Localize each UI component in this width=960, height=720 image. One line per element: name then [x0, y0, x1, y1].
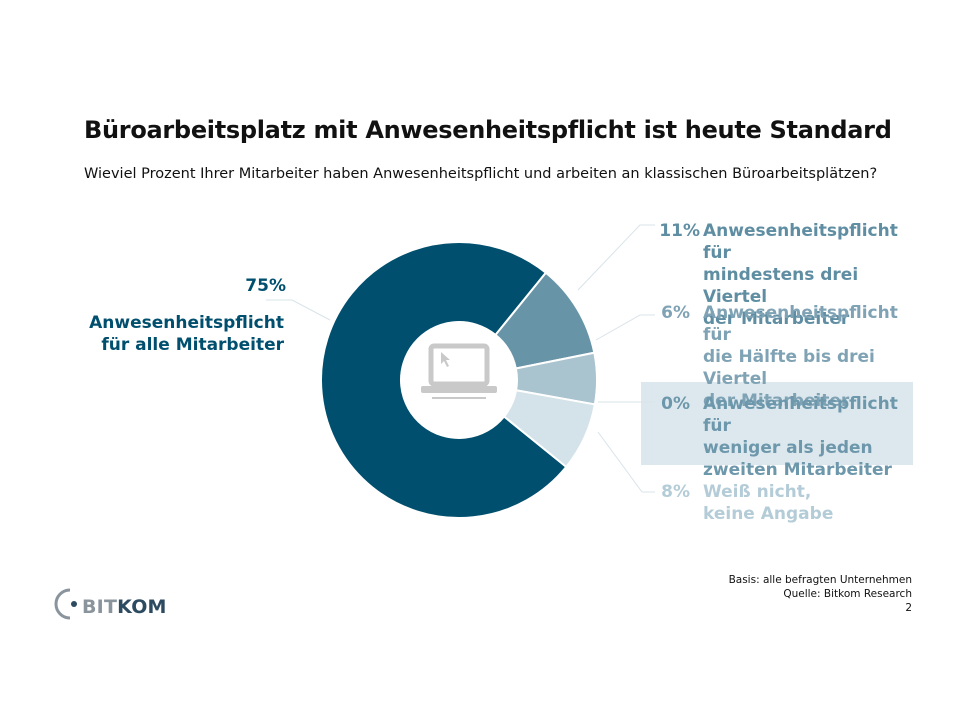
slice-percent-3: 0%	[661, 394, 690, 414]
footer-source: Quelle: Bitkom Research	[783, 588, 912, 600]
slice-label-line: keine Angabe	[703, 504, 834, 524]
slice-percent-4: 8%	[661, 482, 690, 502]
slice-label-0: Anwesenheitspflicht für alle Mitarbeiter	[70, 312, 284, 356]
leader-line-0	[266, 299, 331, 321]
slice-label-line: der Mitarbeiter	[703, 309, 850, 329]
slice-label-line: Anwesenheitspflicht	[89, 313, 284, 333]
donut-slice-4	[502, 389, 596, 469]
slice-label-4: Weiß nicht, keine Angabe	[703, 481, 903, 525]
slice-percent-0: 75%	[245, 276, 286, 296]
footer: Basis: alle befragten Unternehmen Quelle…	[729, 573, 912, 615]
donut-slice-0	[320, 241, 568, 519]
chart-title: Büroarbeitsplatz mit Anwesenheitspflicht…	[84, 116, 892, 144]
leader-line-2	[595, 314, 655, 341]
slice-label-line: für alle Mitarbeiter	[101, 335, 284, 355]
slice-label-line: die Hälfte bis drei Viertel	[703, 347, 875, 389]
slice-label-line: zweiten Mitarbeiter	[703, 460, 892, 480]
slice-label-1: Anwesenheitspflicht für mindestens drei V…	[703, 220, 923, 330]
slice-percent-2: 6%	[661, 303, 690, 323]
slice-label-line: Anwesenheitspflicht für	[703, 394, 898, 436]
logo-text: BITKOM	[82, 596, 167, 618]
leader-line-1	[577, 224, 655, 291]
chart-subtitle: Wieviel Prozent Ihrer Mitarbeiter haben …	[84, 166, 878, 182]
slice-label-line: Anwesenheitspflicht für	[703, 303, 898, 345]
slice-label-3: Anwesenheitspflicht für weniger als jeden…	[703, 393, 913, 481]
slice-label-line: Anwesenheitspflicht für	[703, 221, 898, 263]
leader-line-4	[597, 431, 655, 493]
slice-label-line: mindestens drei Viertel	[703, 265, 859, 307]
slice-label-2: Anwesenheitspflicht für die Hälfte bis dr…	[703, 302, 923, 412]
footer-page: 2	[905, 602, 912, 614]
footer-basis: Basis: alle befragten Unternehmen	[728, 574, 912, 586]
slice-percent-1: 11%	[659, 221, 700, 241]
slice-label-line: der Mitarbeiter	[703, 391, 850, 411]
slice-label-line: Weiß nicht,	[703, 482, 812, 502]
bitkom-logo	[54, 588, 77, 620]
laptop-icon	[402, 323, 516, 437]
slice-label-line: weniger als jeden	[703, 438, 873, 458]
highlight-box	[641, 382, 913, 465]
